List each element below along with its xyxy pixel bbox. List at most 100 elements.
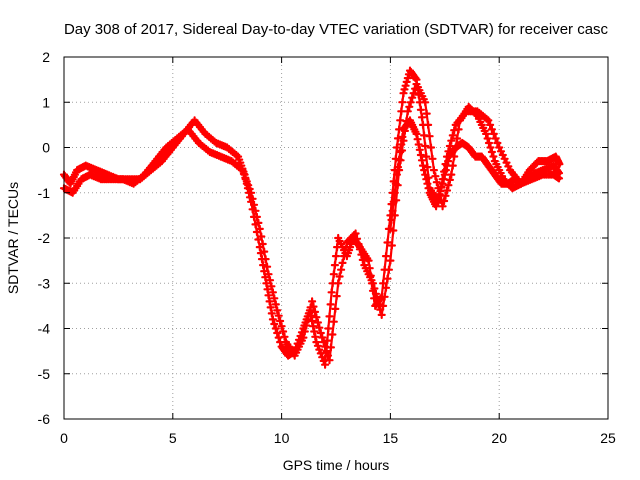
data-point-marker	[308, 316, 317, 326]
data-point-marker	[329, 317, 338, 326]
data-point-marker	[323, 351, 333, 360]
data-point-marker	[265, 297, 274, 306]
data-point-marker	[263, 262, 272, 271]
data-point-marker	[257, 232, 266, 241]
data-point-marker	[280, 332, 289, 341]
data-point-marker	[408, 93, 417, 102]
data-point-marker	[354, 239, 363, 249]
data-point-marker	[355, 245, 364, 254]
data-point-marker	[302, 321, 311, 330]
data-point-marker	[338, 258, 347, 267]
data-point-marker	[421, 141, 430, 151]
data-point-marker	[554, 174, 564, 183]
data-point-marker	[352, 234, 362, 243]
data-point-marker	[395, 155, 404, 164]
data-point-marker	[312, 313, 321, 322]
data-point-marker	[377, 310, 386, 319]
data-point-marker	[327, 288, 336, 297]
data-point-marker	[417, 113, 427, 122]
data-point-marker	[387, 215, 396, 224]
data-point-marker	[335, 272, 344, 281]
data-point-marker	[260, 267, 269, 276]
data-point-marker	[484, 138, 494, 148]
data-point-marker	[273, 328, 282, 338]
tick-layer: 0 5 10 15 20 25 -6 -5 -4 -3 -2 -1 0 1 2	[38, 49, 616, 446]
y-tick-label: -3	[38, 275, 51, 291]
data-point-marker	[386, 256, 395, 265]
data-point-marker	[329, 270, 338, 279]
y-tick-label: -4	[38, 321, 51, 337]
data-point-marker	[454, 125, 463, 134]
data-point-marker	[254, 218, 263, 227]
data-point-marker	[409, 89, 418, 98]
data-point-marker	[393, 163, 403, 172]
data-point-marker	[318, 333, 327, 342]
data-point-marker	[371, 289, 380, 298]
data-point-marker	[489, 152, 498, 161]
data-point-marker	[251, 206, 260, 215]
data-point-marker	[386, 224, 395, 233]
data-point-marker	[276, 316, 285, 326]
data-point-marker	[412, 129, 421, 138]
data-point-marker	[277, 322, 286, 331]
data-point-marker	[393, 134, 403, 143]
data-point-marker	[396, 147, 405, 157]
data-point-marker	[252, 212, 261, 221]
data-point-marker	[405, 102, 414, 111]
data-point-marker	[324, 324, 333, 333]
data-point-marker	[428, 154, 437, 163]
data-point-marker	[310, 307, 320, 316]
data-point-marker	[368, 279, 378, 288]
data-point-marker	[321, 360, 330, 369]
x-tick-label: 0	[60, 430, 68, 446]
data-point-marker	[339, 252, 349, 261]
data-point-marker	[555, 160, 564, 169]
data-point-marker	[274, 311, 283, 320]
data-point-marker	[445, 141, 454, 151]
y-tick-label: -1	[38, 185, 51, 201]
y-tick-label: -5	[38, 366, 51, 382]
data-point-marker	[265, 276, 275, 285]
chart-title: Day 308 of 2017, Sidereal Day-to-day VTE…	[64, 21, 609, 38]
y-tick-label: -2	[38, 230, 51, 246]
data-point-marker	[425, 132, 434, 141]
data-point-marker	[429, 166, 438, 175]
data-point-marker	[267, 309, 276, 318]
data-point-marker	[309, 302, 318, 311]
y-tick-label: 2	[42, 49, 50, 65]
data-point-marker	[248, 194, 257, 203]
data-point-marker	[432, 178, 441, 187]
data-point-marker	[266, 303, 275, 312]
data-point-marker	[260, 247, 269, 256]
data-point-marker	[406, 98, 415, 107]
data-point-marker	[441, 191, 450, 200]
data-point-marker	[300, 327, 309, 336]
data-point-marker	[370, 284, 379, 293]
data-point-marker	[489, 129, 498, 138]
data-point-marker	[431, 172, 440, 181]
data-point-marker	[273, 306, 282, 315]
data-point-marker	[331, 304, 340, 313]
x-tick-label: 20	[491, 430, 507, 446]
x-tick-label: 25	[600, 430, 616, 446]
data-point-marker	[351, 229, 360, 238]
data-point-marker	[424, 120, 433, 129]
data-point-marker	[337, 265, 346, 274]
data-point-marker	[330, 261, 339, 270]
data-point-marker	[392, 143, 401, 152]
data-point-marker	[319, 338, 328, 347]
data-point-marker	[268, 315, 277, 324]
data-point-marker	[315, 323, 324, 332]
x-axis-label: GPS time / hours	[283, 457, 390, 473]
data-point-marker	[321, 342, 330, 351]
data-point-marker	[261, 255, 270, 264]
data-point-marker	[438, 202, 447, 211]
data-point-marker	[262, 279, 271, 288]
y-tick-label: 0	[42, 140, 50, 156]
data-point-marker	[482, 129, 491, 138]
data-point-marker	[491, 134, 500, 143]
data-point-marker	[403, 107, 412, 116]
data-point-marker	[448, 131, 457, 140]
data-point-marker	[299, 333, 308, 342]
